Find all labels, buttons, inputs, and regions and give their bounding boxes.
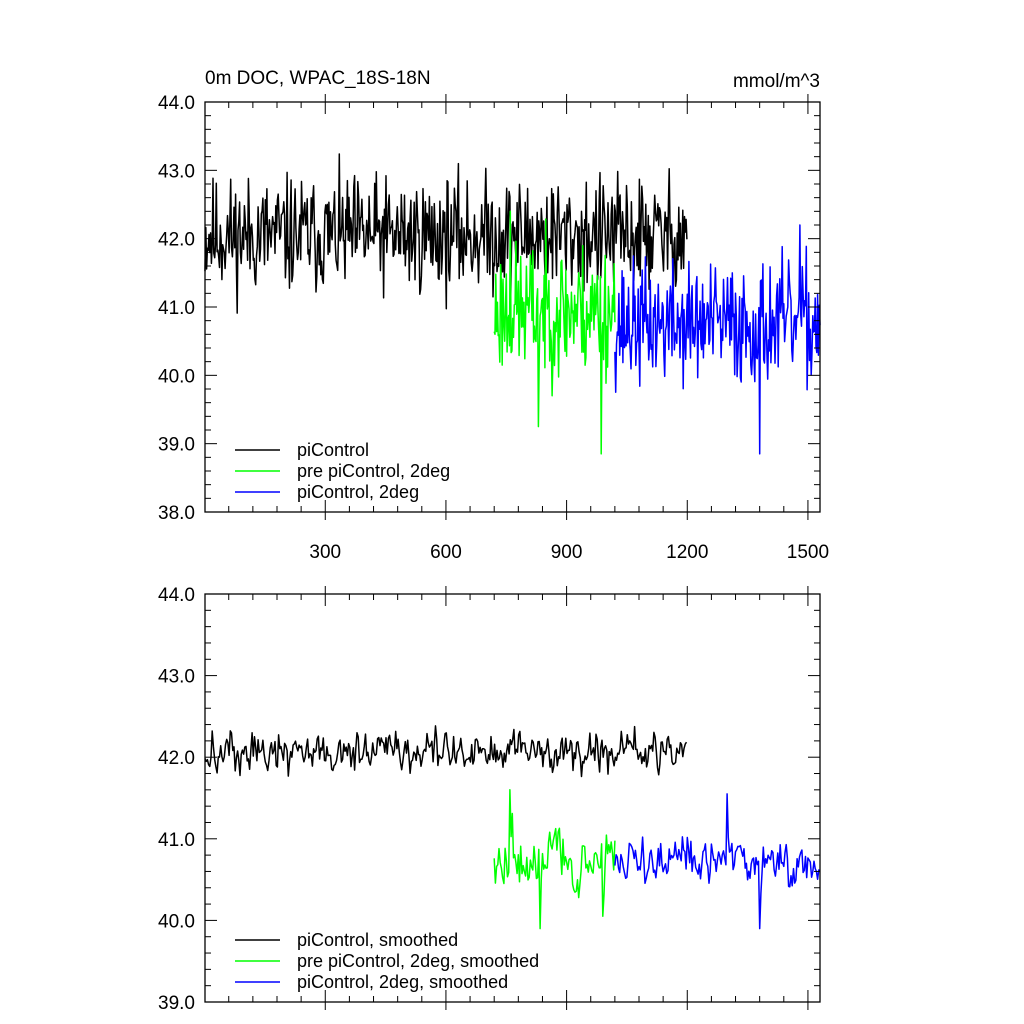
y-tick-label: 38.0: [158, 503, 195, 524]
legend-label: piControl, 2deg: [297, 482, 419, 502]
chart-title: 0m DOC, WPAC_18S-18N: [205, 68, 431, 89]
legend-label: piControl, smoothed: [297, 930, 458, 950]
y-tick-label: 40.0: [158, 911, 195, 932]
top-panel: 0m DOC, WPAC_18S-18N mmol/m^3 38.0 39.0 40…: [158, 68, 829, 563]
y-tick-label: 43.0: [158, 161, 195, 182]
axes-layer: 39.0 40.0 41.0 42.0 43.0 44.0: [158, 585, 821, 1014]
y-tick-label: 39.0: [158, 993, 195, 1014]
x-tick-label: 1200: [666, 542, 708, 563]
legend-label: pre piControl, 2deg: [297, 461, 450, 481]
legend-label: piControl, 2deg, smoothed: [297, 972, 508, 992]
x-tick-label: 1500: [787, 542, 829, 563]
y-tick-label: 40.0: [158, 366, 195, 387]
series-line-3: [614, 224, 821, 455]
series-layer: [204, 153, 821, 455]
y-tick-label: 42.0: [158, 230, 195, 251]
series-line-3: [614, 793, 821, 930]
y-tick-label: 43.0: [158, 667, 195, 688]
series-layer: [204, 725, 821, 930]
series-line-2: [493, 210, 616, 455]
plot-frame: [204, 593, 821, 1003]
legend-label: pre piControl, 2deg, smoothed: [297, 951, 539, 971]
series-line-1: [204, 725, 688, 778]
bottom-panel: 39.0 40.0 41.0 42.0 43.0 44.0 piControl, smoo…: [158, 585, 821, 1014]
units-label: mmol/m^3: [733, 71, 820, 92]
x-tick-label: 600: [430, 542, 462, 563]
legend-label: piControl: [297, 440, 369, 460]
y-tick-label: 44.0: [158, 585, 195, 606]
series-line-2: [493, 789, 616, 930]
series-line-1: [204, 153, 688, 314]
y-tick-label: 42.0: [158, 748, 195, 769]
axes-layer: 38.0 39.0 40.0 41.0 42.0 43.0 44.0 300 600 900 120…: [158, 93, 829, 563]
x-tick-label: 900: [551, 542, 583, 563]
y-tick-label: 39.0: [158, 435, 195, 456]
y-tick-label: 41.0: [158, 830, 195, 851]
y-tick-label: 44.0: [158, 93, 195, 114]
y-tick-label: 41.0: [158, 298, 195, 319]
x-tick-label: 300: [309, 542, 341, 563]
